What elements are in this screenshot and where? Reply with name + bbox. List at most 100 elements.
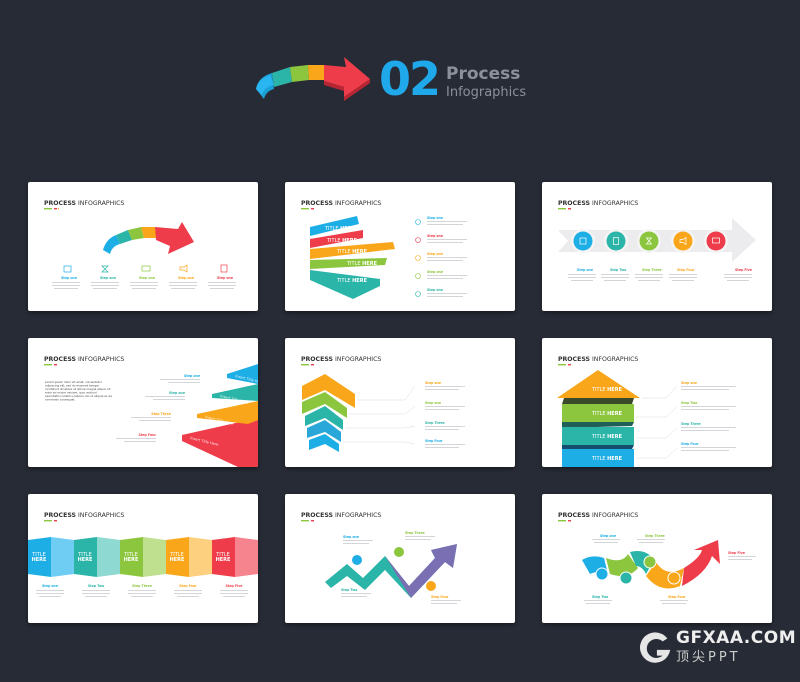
slide-thumbnail-chevrons[interactable]: PROCESS INFOGRAPHICS Step one Step one S… bbox=[285, 338, 515, 467]
curved-arrow-graphic bbox=[103, 222, 194, 254]
svg-text:HERE: HERE bbox=[170, 557, 185, 563]
header-number: 02 bbox=[379, 52, 441, 106]
svg-text:TITLE: TITLE bbox=[77, 552, 92, 558]
svg-text:TITLE HERE: TITLE HERE bbox=[591, 456, 623, 462]
svg-text:TITLE: TITLE bbox=[123, 552, 138, 558]
svg-text:Step Five: Step Five bbox=[226, 584, 243, 588]
svg-text:Step Three: Step Three bbox=[405, 531, 425, 535]
svg-text:Step Three: Step Three bbox=[681, 422, 701, 426]
svg-text:TITLE HERE: TITLE HERE bbox=[326, 238, 358, 244]
svg-text:Step one: Step one bbox=[184, 374, 200, 378]
svg-text:Step Three: Step Three bbox=[642, 268, 662, 272]
watermark: GFXAA.COM 顶尖PPT bbox=[632, 626, 796, 674]
slide-thumbnail-ribbons[interactable]: PROCESS INFOGRAPHICS TITLE HERE TITLE HE… bbox=[285, 182, 515, 311]
svg-text:Step Four: Step Four bbox=[139, 433, 157, 437]
svg-text:TITLE HERE: TITLE HERE bbox=[336, 249, 368, 255]
svg-text:Step Five: Step Five bbox=[728, 551, 745, 555]
slide-title: PROCESS INFOGRAPHICS bbox=[301, 512, 381, 519]
svg-text:Step one: Step one bbox=[681, 381, 697, 385]
svg-text:Step one: Step one bbox=[100, 276, 116, 280]
chevron-stack-graphic bbox=[302, 374, 355, 452]
slide-title: PROCESS INFOGRAPHICS bbox=[558, 512, 638, 519]
slide-thumbnail-zigzag-arrow[interactable]: PROCESS INFOGRAPHICS Step one Step Three… bbox=[285, 494, 515, 623]
svg-text:Step Three: Step Three bbox=[132, 584, 152, 588]
svg-text:Step one: Step one bbox=[427, 288, 443, 292]
svg-text:Step one: Step one bbox=[61, 276, 77, 280]
slide-thumbnail-wave-arrow[interactable]: PROCESS INFOGRAPHICS Step one Step Three… bbox=[542, 494, 772, 623]
svg-text:Step Two: Step Two bbox=[341, 588, 358, 592]
slide-title: PROCESS INFOGRAPHICS bbox=[301, 356, 381, 363]
slide-title: PROCESS INFOGRAPHICS bbox=[558, 200, 638, 207]
svg-text:TITLE HERE: TITLE HERE bbox=[591, 387, 623, 393]
slide-title: PROCESS INFOGRAPHICS bbox=[44, 200, 124, 207]
house-stack-graphic: TITLE HERE TITLE HERE TITLE HERE TITLE H… bbox=[557, 370, 640, 467]
svg-text:HERE: HERE bbox=[32, 557, 47, 563]
svg-text:Step one: Step one bbox=[425, 401, 441, 405]
ribbon-stack-graphic: TITLE HERE TITLE HERE TITLE HERE TITLE H… bbox=[310, 216, 395, 299]
svg-text:Step one: Step one bbox=[427, 216, 443, 220]
slide-thumbnail-arrow-circles[interactable]: PROCESS INFOGRAPHICS Step one Step Two S… bbox=[542, 182, 772, 311]
svg-text:Step one: Step one bbox=[427, 234, 443, 238]
svg-text:Step Four: Step Four bbox=[668, 595, 686, 599]
steps-list: Step one Step one Step one Step one Step… bbox=[415, 216, 467, 297]
svg-text:TITLE HERE: TITLE HERE bbox=[591, 411, 623, 417]
svg-text:HERE: HERE bbox=[78, 557, 93, 563]
svg-text:Step Two: Step Two bbox=[88, 584, 105, 588]
svg-text:Step Two: Step Two bbox=[610, 268, 627, 272]
slide-title: PROCESS INFOGRAPHICS bbox=[44, 356, 124, 363]
layers-graphic: Insert Title Here Insert Title Here Inse… bbox=[182, 364, 258, 467]
svg-text:commodo consequat.: commodo consequat. bbox=[45, 398, 75, 402]
header-subtitle: Infographics bbox=[446, 85, 527, 100]
svg-text:Step Two: Step Two bbox=[681, 401, 698, 405]
slide-title: PROCESS INFOGRAPHICS bbox=[558, 356, 638, 363]
svg-text:TITLE: TITLE bbox=[31, 552, 46, 558]
svg-text:Step Two: Step Two bbox=[592, 595, 609, 599]
intro-paragraph: Lorem ipsum dolor sit amet, consectetura… bbox=[45, 380, 112, 402]
zigzag-arrow-graphic bbox=[325, 544, 457, 598]
svg-text:HERE: HERE bbox=[216, 557, 231, 563]
svg-text:Step Three: Step Three bbox=[151, 412, 171, 416]
wave-arrow-graphic bbox=[582, 540, 720, 589]
svg-text:Step one: Step one bbox=[427, 270, 443, 274]
svg-text:Step one: Step one bbox=[169, 391, 185, 395]
svg-text:TITLE HERE: TITLE HERE bbox=[591, 434, 623, 440]
svg-text:incididunt ut labore et dolore: incididunt ut labore et dolore magna ali… bbox=[45, 387, 111, 391]
svg-text:Step Four: Step Four bbox=[425, 439, 443, 443]
watermark-g-logo bbox=[639, 632, 671, 663]
slide-title: PROCESS INFOGRAPHICS bbox=[301, 200, 381, 207]
svg-text:Step Four: Step Four bbox=[681, 442, 699, 446]
steps-row: Step one Step one Step one Step one Step… bbox=[52, 264, 236, 289]
layer-label: Insert Title Here bbox=[220, 394, 250, 405]
slide-thumbnail-house-stack[interactable]: PROCESS INFOGRAPHICS TITLE HERE TITLE HE… bbox=[542, 338, 772, 467]
svg-text:Lorem ipsum dolor sit amet, co: Lorem ipsum dolor sit amet, consectetur bbox=[45, 380, 103, 384]
svg-text:Step one: Step one bbox=[577, 268, 593, 272]
layer-label: Insert Title Here bbox=[205, 415, 235, 426]
svg-text:Step one: Step one bbox=[217, 276, 233, 280]
svg-text:Step one: Step one bbox=[427, 252, 443, 256]
svg-text:Step Three: Step Three bbox=[645, 534, 665, 538]
svg-text:Step Four: Step Four bbox=[677, 268, 695, 272]
svg-text:Step Five: Step Five bbox=[735, 268, 752, 272]
svg-text:Step Four: Step Four bbox=[431, 595, 449, 599]
slide-title: PROCESS INFOGRAPHICS bbox=[44, 512, 124, 519]
watermark-brand: GFXAA.COM bbox=[676, 628, 797, 648]
slide-thumbnail-stacked-layers[interactable]: PROCESS INFOGRAPHICS Lorem ipsum dolor s… bbox=[28, 338, 258, 467]
svg-text:exercitation ullamco laboris n: exercitation ullamco laboris nisi ut ali… bbox=[45, 394, 112, 398]
svg-text:Step one: Step one bbox=[178, 276, 194, 280]
watermark-sub: 顶尖PPT bbox=[676, 650, 741, 665]
header-arrow-graphic bbox=[256, 57, 370, 101]
step-circles bbox=[571, 229, 728, 253]
svg-text:adipiscing elit, sed do eiusmo: adipiscing elit, sed do eiusmod tempor bbox=[45, 384, 100, 388]
svg-text:Step one: Step one bbox=[139, 276, 155, 280]
svg-text:TITLE: TITLE bbox=[215, 552, 230, 558]
svg-text:Step one: Step one bbox=[343, 535, 359, 539]
ribbon-label: TITLE HERE bbox=[324, 226, 356, 232]
svg-text:HERE: HERE bbox=[124, 557, 139, 563]
svg-text:Step one: Step one bbox=[425, 381, 441, 385]
svg-text:Step one: Step one bbox=[600, 534, 616, 538]
layer-label: Insert Title Here bbox=[190, 436, 220, 447]
slide-thumbnail-curved-arrow[interactable]: PROCESS INFOGRAPHICS Step one Step one S… bbox=[28, 182, 258, 311]
slide-thumbnail-folded-band[interactable]: PROCESS INFOGRAPHICS TITLE HERE TITLE HERE… bbox=[28, 494, 258, 623]
svg-text:Step Four: Step Four bbox=[179, 584, 197, 588]
